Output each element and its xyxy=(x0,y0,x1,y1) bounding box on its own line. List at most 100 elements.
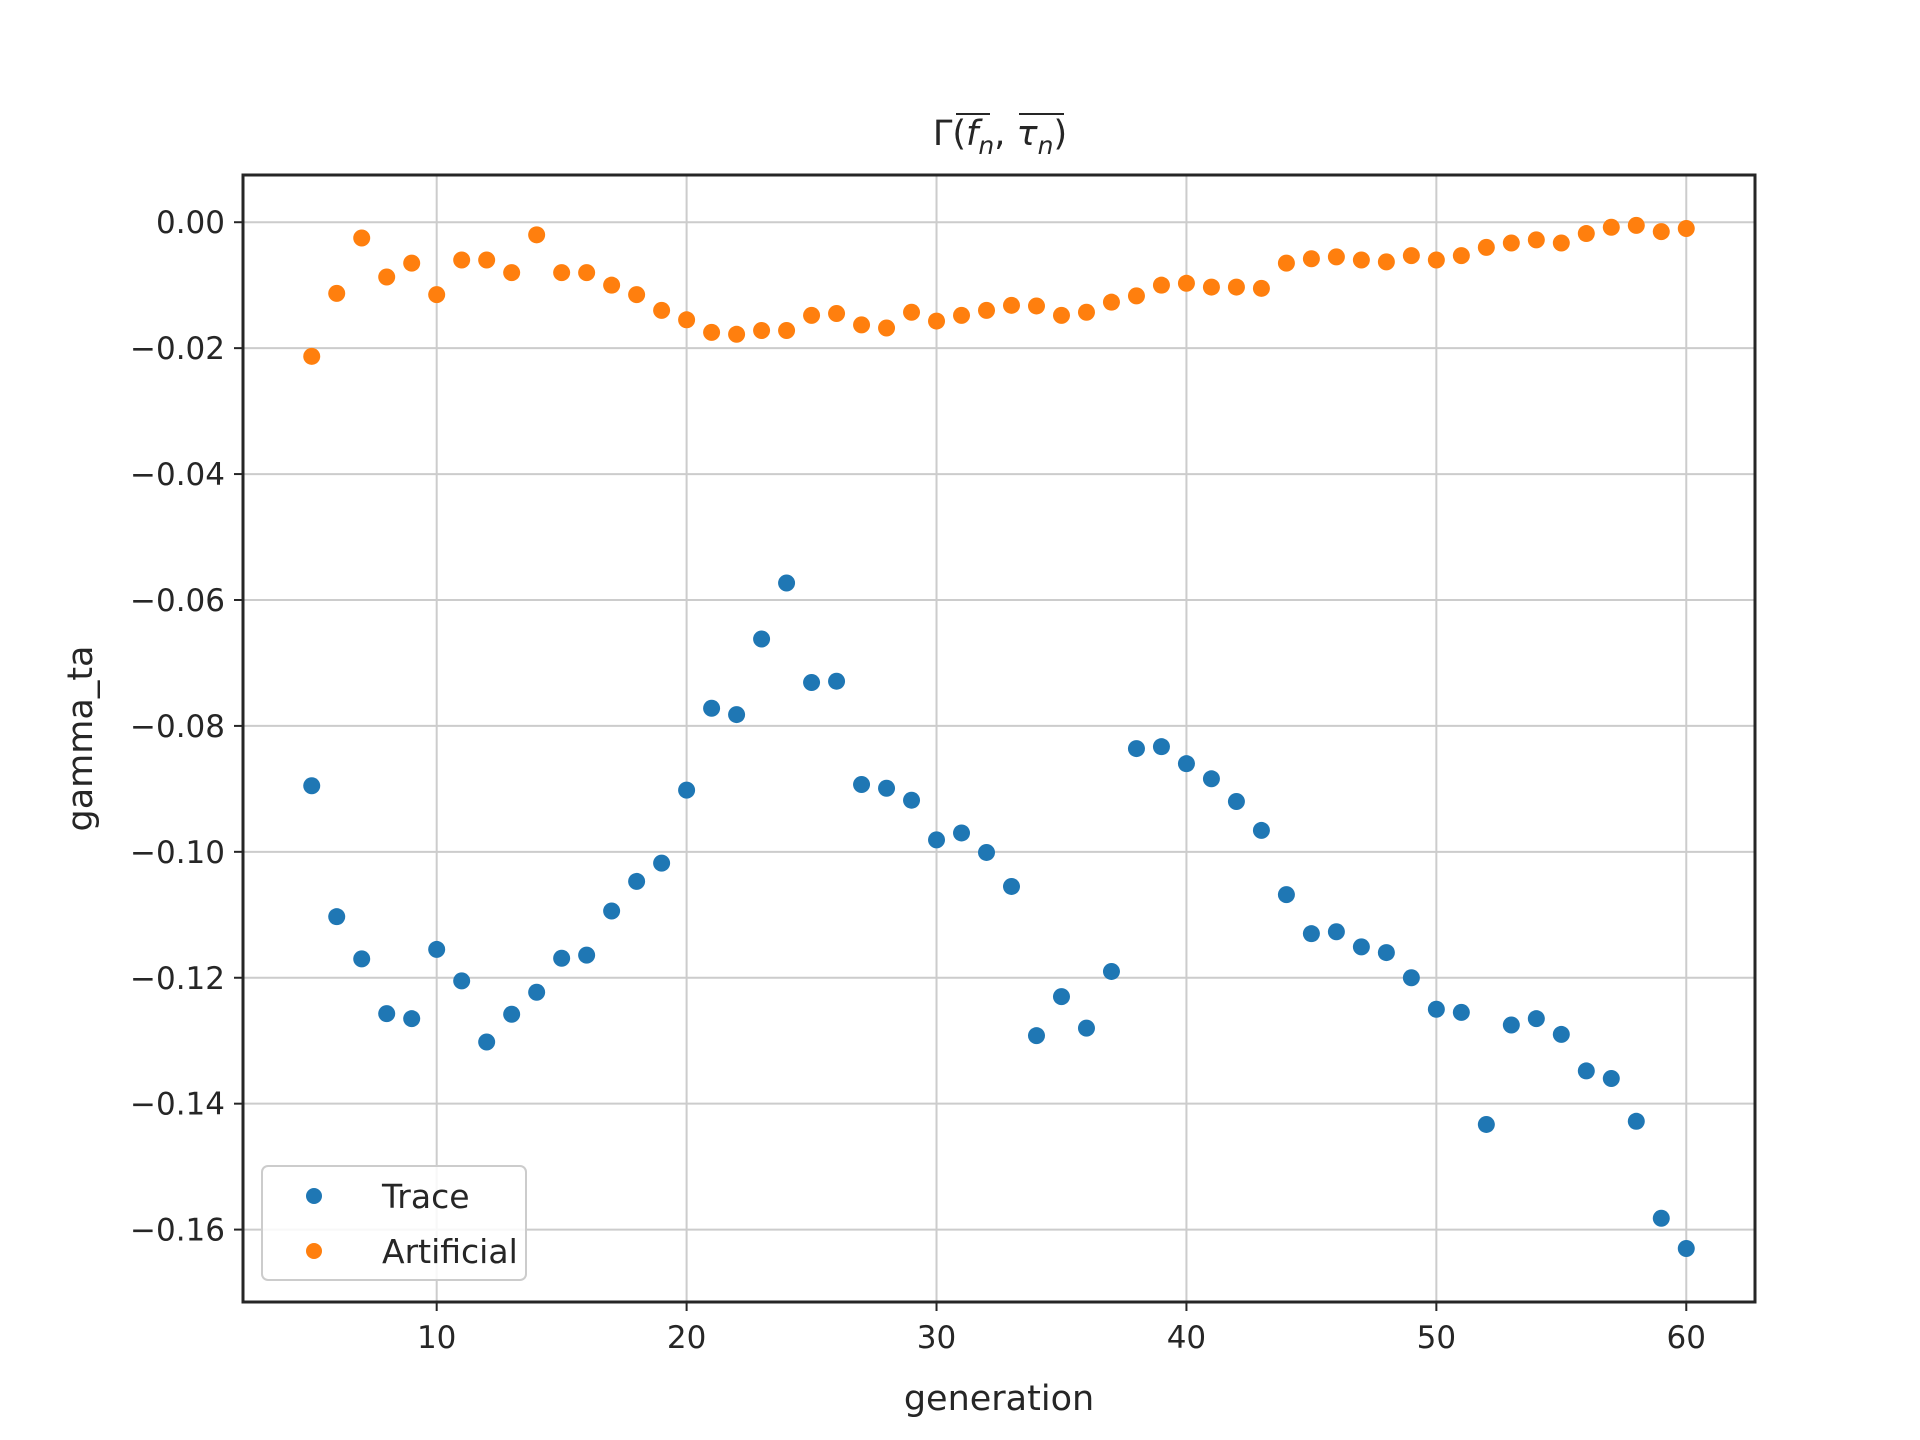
point-trace xyxy=(828,672,846,690)
title-separator: , xyxy=(994,114,1016,154)
point-artificial xyxy=(803,306,821,324)
point-artificial xyxy=(1527,231,1545,249)
point-artificial xyxy=(1002,296,1020,314)
legend-marker-artificial xyxy=(306,1243,322,1259)
point-artificial xyxy=(453,251,471,269)
point-artificial xyxy=(903,303,921,321)
series-trace xyxy=(303,574,1695,1257)
point-artificial xyxy=(1602,218,1620,236)
point-artificial xyxy=(1327,248,1345,266)
point-artificial xyxy=(1027,297,1045,315)
title-tau-subscript: n xyxy=(1038,131,1054,160)
title-tau-symbol: τ xyxy=(1017,114,1039,154)
point-trace xyxy=(378,1005,396,1023)
point-trace xyxy=(1127,740,1145,758)
point-artificial xyxy=(1552,234,1570,252)
point-artificial xyxy=(1302,250,1320,268)
point-artificial xyxy=(778,322,796,340)
point-artificial xyxy=(1652,223,1670,241)
x-axis: 10 20 30 40 50 60 xyxy=(417,1302,1706,1356)
point-artificial xyxy=(1227,278,1245,296)
point-trace xyxy=(353,950,371,968)
point-trace xyxy=(603,902,621,920)
point-artificial xyxy=(1252,279,1270,297)
title-suffix: ) xyxy=(1053,114,1067,154)
point-artificial xyxy=(1427,251,1445,269)
point-trace xyxy=(1677,1239,1695,1257)
point-trace xyxy=(553,949,571,967)
point-trace xyxy=(728,706,746,724)
y-axis-label: gamma_ta xyxy=(61,646,101,832)
legend-label-trace: Trace xyxy=(381,1177,470,1216)
x-axis-label: generation xyxy=(904,1379,1094,1419)
y-tick-label: 0.00 xyxy=(156,205,225,241)
point-artificial xyxy=(578,264,596,282)
point-artificial xyxy=(1677,220,1695,238)
point-trace xyxy=(328,908,346,926)
point-trace xyxy=(1252,821,1270,839)
point-trace xyxy=(703,699,721,717)
point-artificial xyxy=(1202,278,1220,296)
point-artificial xyxy=(1577,225,1595,243)
grid xyxy=(243,175,1755,1302)
title-prefix: Γ( xyxy=(933,114,966,154)
point-artificial xyxy=(1152,276,1170,294)
y-tick-label: −0.16 xyxy=(130,1213,225,1249)
point-trace xyxy=(1627,1112,1645,1130)
point-trace xyxy=(628,872,646,890)
legend-label-artificial: Artificial xyxy=(382,1232,518,1271)
point-artificial xyxy=(1277,254,1295,272)
point-trace xyxy=(1377,944,1395,962)
point-trace xyxy=(1552,1025,1570,1043)
point-artificial xyxy=(1052,306,1070,324)
point-trace xyxy=(1152,738,1170,756)
point-trace xyxy=(1002,877,1020,895)
point-artificial xyxy=(828,305,846,323)
plot-frame xyxy=(241,173,1757,1304)
point-trace xyxy=(303,777,321,795)
x-tick-label: 30 xyxy=(917,1320,956,1356)
point-trace xyxy=(1502,1016,1520,1034)
point-trace xyxy=(753,630,771,648)
point-trace xyxy=(1102,962,1120,980)
point-trace xyxy=(953,824,971,842)
y-tick-label: −0.04 xyxy=(130,457,225,493)
point-artificial xyxy=(728,325,746,343)
point-artificial xyxy=(1127,287,1145,305)
y-tick-label: −0.08 xyxy=(130,709,225,745)
y-tick-label: −0.06 xyxy=(130,583,225,619)
point-artificial xyxy=(853,316,871,334)
point-trace xyxy=(1077,1019,1095,1037)
y-axis: 0.00 −0.02 −0.04 −0.06 −0.08 −0.10 −0.12 −0.14 −… xyxy=(130,205,243,1249)
point-trace xyxy=(903,791,921,809)
point-trace xyxy=(853,775,871,793)
point-trace xyxy=(503,1005,521,1023)
point-trace xyxy=(1352,938,1370,956)
point-artificial xyxy=(503,264,521,282)
point-artificial xyxy=(1102,293,1120,311)
data-points xyxy=(303,216,1695,1257)
x-tick-label: 50 xyxy=(1417,1320,1456,1356)
point-trace xyxy=(1402,969,1420,987)
point-trace xyxy=(778,574,796,592)
point-trace xyxy=(578,946,596,964)
point-trace xyxy=(978,843,996,861)
point-artificial xyxy=(378,268,396,286)
point-trace xyxy=(1277,886,1295,904)
series-artificial xyxy=(303,216,1695,365)
point-artificial xyxy=(1477,238,1495,256)
legend-box xyxy=(261,1165,527,1281)
point-artificial xyxy=(1452,247,1470,265)
point-artificial xyxy=(678,311,696,329)
point-artificial xyxy=(978,301,996,319)
point-artificial xyxy=(328,284,346,302)
legend-marker-trace xyxy=(306,1188,322,1204)
point-trace xyxy=(1477,1115,1495,1133)
point-trace xyxy=(1227,792,1245,810)
point-trace xyxy=(878,779,896,797)
point-trace xyxy=(1052,988,1070,1006)
point-artificial xyxy=(928,312,946,330)
point-artificial xyxy=(478,251,496,269)
legend: Trace Artificial xyxy=(261,1165,527,1281)
point-trace xyxy=(1427,1000,1445,1018)
